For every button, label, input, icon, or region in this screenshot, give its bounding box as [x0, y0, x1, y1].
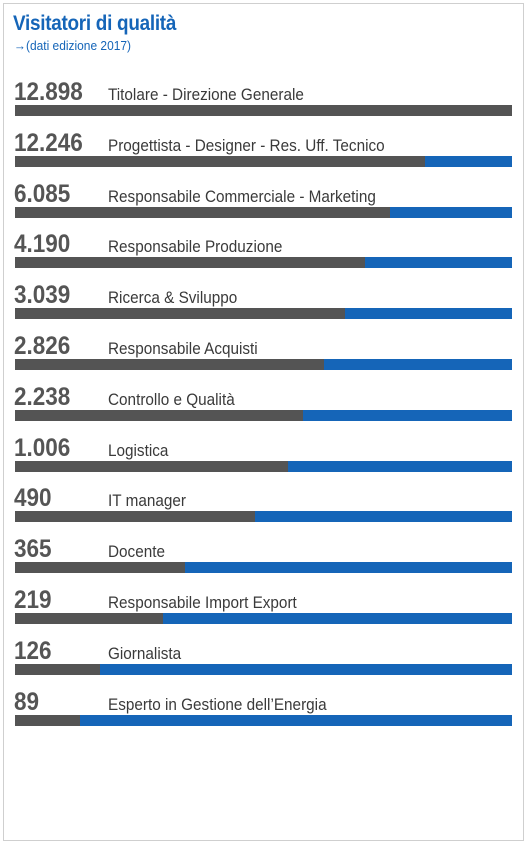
bar-track: [15, 613, 512, 624]
bar-category-label: Titolare - Direzione Generale: [108, 85, 304, 104]
bar-category-label: Responsabile Produzione: [108, 237, 283, 257]
bar-track: [15, 562, 512, 574]
bar-fill: [15, 206, 391, 218]
bar-row: 12.898 Titolare - Direzione Generale: [0, 78, 529, 128]
bar-track: [15, 308, 512, 320]
bar-category-label: Responsabile Import Export: [108, 593, 297, 612]
bar-value-label: 3.039: [14, 281, 71, 310]
bar-fill: [15, 359, 324, 370]
chart-subtitle: →(dati edizione 2017): [14, 38, 132, 53]
bar-value-label: 6.085: [14, 179, 71, 208]
bar-value-label: 89: [14, 687, 40, 716]
bar-row: 219 Responsabile Import Export: [0, 586, 529, 636]
bar-track: [15, 206, 512, 218]
bar-value-label: 126: [14, 636, 52, 665]
bar-category-label: IT manager: [108, 491, 186, 511]
bar-fill: [15, 562, 186, 574]
bar-track: [15, 714, 512, 726]
bar-row: 126 Giornalista: [0, 637, 529, 687]
bar-category-label: Ricerca & Sviluppo: [108, 288, 238, 308]
chart-frame: [3, 3, 524, 841]
bar-track: [15, 359, 512, 370]
bar-row: 2.238 Controllo e Qualità: [0, 383, 529, 433]
bar-category-label: Esperto in Gestione dell’Energia: [108, 694, 327, 714]
bar-fill: [15, 460, 288, 472]
bar-track: [15, 409, 512, 421]
bar-value-label: 12.246: [14, 128, 83, 157]
bar-category-label: Logistica: [108, 440, 169, 460]
bar-track: [15, 511, 512, 523]
bar-fill: [15, 308, 345, 320]
bar-category-label: Progettista - Designer - Res. Uff. Tecni…: [108, 135, 385, 155]
bar-category-label: Responsabile Commerciale - Marketing: [108, 186, 376, 206]
bar-track: [15, 257, 512, 269]
bar-category-label: Docente: [108, 542, 165, 562]
bar-value-label: 219: [14, 586, 52, 614]
bar-value-label: 365: [14, 535, 52, 564]
bar-fill: [15, 155, 426, 167]
bar-row: 89 Esperto in Gestione dell’Energia: [0, 688, 529, 738]
bar-row: 2.826 Responsabile Acquisti: [0, 332, 529, 382]
bar-track: [15, 105, 512, 116]
bar-category-label: Controllo e Qualità: [108, 389, 235, 409]
bar-row: 12.246 Progettista - Designer - Res. Uff.…: [0, 129, 529, 179]
bar-value-label: 12.898: [14, 78, 83, 106]
bar-fill: [15, 663, 101, 675]
bar-row: 1.006 Logistica: [0, 434, 529, 484]
bar-track: [15, 663, 512, 675]
bar-fill: [15, 105, 512, 116]
bar-row: 6.085 Responsabile Commerciale - Marketin…: [0, 180, 529, 230]
bar-fill: [15, 613, 163, 624]
bar-fill: [15, 409, 303, 421]
bar-track: [15, 155, 512, 167]
bar-track: [15, 460, 512, 472]
chart-title: Visitatori di qualità: [13, 12, 177, 35]
bar-value-label: 490: [14, 484, 52, 513]
bar-category-label: Giornalista: [108, 643, 182, 663]
bar-value-label: 1.006: [14, 433, 71, 462]
bar-value-label: 2.238: [14, 382, 71, 411]
bar-row: 4.190 Responsabile Produzione: [0, 230, 529, 280]
bar-fill: [15, 511, 255, 523]
bar-row: 490 IT manager: [0, 484, 529, 534]
bar-fill: [15, 714, 81, 726]
bar-category-label: Responsabile Acquisti: [108, 339, 258, 358]
bar-value-label: 2.826: [14, 332, 71, 360]
bar-row: 3.039 Ricerca & Sviluppo: [0, 281, 529, 331]
bar-fill: [15, 257, 366, 269]
bar-row: 365 Docente: [0, 535, 529, 585]
bar-value-label: 4.190: [14, 230, 71, 259]
